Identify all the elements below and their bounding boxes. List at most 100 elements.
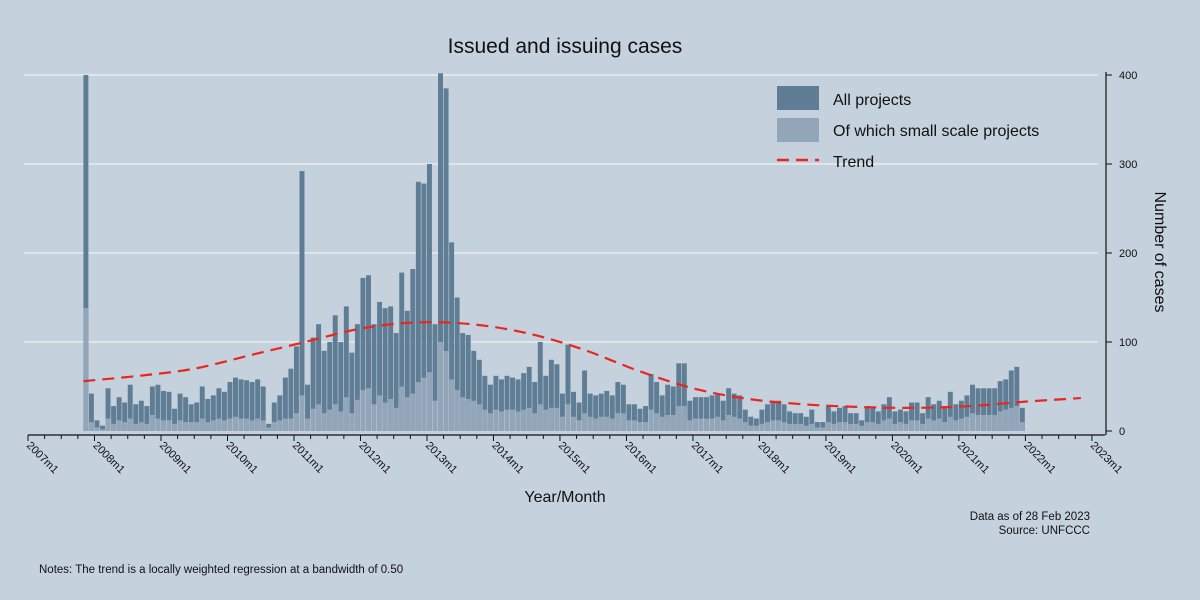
bar-small-scale [293,413,299,431]
bar-small-scale [903,423,909,431]
bar-small-scale [388,398,394,431]
bar-small-scale [970,413,975,431]
bar-all-projects [609,395,615,431]
bar-all-projects [576,402,582,431]
bar-small-scale [177,420,183,431]
bar-all-projects [820,422,826,431]
bar-all-projects [238,379,244,431]
x-tick-label: 2007m1 [24,440,61,477]
bar-small-scale [975,414,981,431]
legend-label-small-scale: Of which small scale projects [833,123,1039,140]
bar-all-projects [970,384,975,431]
bar-all-projects [460,333,466,431]
bar-all-projects [881,404,887,431]
x-tick-label: 2021m1 [955,440,992,477]
bar-all-projects [720,400,726,431]
bar-small-scale [809,423,815,431]
bar-small-scale [316,404,322,431]
bar-all-projects [776,400,782,431]
bar-small-scale [715,416,721,431]
bar-small-scale [377,395,383,431]
x-tick-label: 2017m1 [689,440,726,477]
bar-small-scale [864,422,870,431]
bar-small-scale [1014,406,1020,431]
bar-all-projects [753,418,759,431]
bar-small-scale [626,420,632,431]
bar-small-scale [194,422,200,431]
bar-small-scale [964,416,970,431]
source-text: Source: UNFCCC [998,525,1090,537]
bar-small-scale [698,418,704,431]
legend-label-all-projects: All projects [833,92,911,109]
bar-all-projects [886,397,892,431]
bar-all-projects [1003,379,1009,431]
legend-swatch-all-projects [777,86,819,110]
bar-small-scale [515,411,521,431]
bar-all-projects [587,393,593,431]
bar-all-projects [814,422,820,431]
bar-small-scale [914,420,920,431]
bar-all-projects [620,384,626,431]
bar-all-projects [393,333,399,431]
bar-small-scale [681,406,687,431]
bar-small-scale [504,409,510,431]
bar-all-projects [681,363,687,431]
bar-small-scale [814,427,820,431]
bar-small-scale [282,418,288,431]
bar-all-projects [100,425,105,431]
bar-small-scale [925,418,931,431]
bar-all-projects [122,402,128,431]
bar-small-scale [360,390,366,431]
bar-small-scale [127,418,133,431]
bar-small-scale [853,423,859,431]
bar-all-projects [166,391,172,431]
notes-text: Notes: The trend is a locally weighted r… [39,564,404,576]
bar-all-projects [692,397,698,431]
bar-small-scale [720,420,726,431]
chart-title: Issued and issuing cases [448,35,683,58]
bar-small-scale [737,418,743,431]
bar-small-scale [426,372,432,431]
bar-all-projects [997,381,1003,431]
bar-all-projects [914,402,920,431]
bar-all-projects [343,306,349,431]
bar-all-projects [737,395,743,431]
bar-all-projects [332,315,338,431]
bar-all-projects [670,386,676,431]
bar-all-projects [598,393,604,431]
bar-all-projects [449,242,455,431]
bar-small-scale [438,342,443,431]
bar-all-projects [515,379,521,431]
bar-small-scale [255,418,261,431]
bar-all-projects [704,397,709,431]
bar-all-projects [698,397,704,431]
bar-small-scale [920,423,926,431]
bar-small-scale [227,418,233,431]
bar-small-scale [870,422,876,431]
bar-small-scale [792,423,798,431]
bar-small-scale [105,418,111,431]
bar-all-projects [183,397,189,431]
bar-all-projects [593,395,599,431]
bar-small-scale [798,423,804,431]
bar-all-projects [953,404,959,431]
bar-small-scale [620,413,626,431]
bar-small-scale [305,418,311,431]
bar-all-projects [88,393,94,431]
bar-all-projects [371,324,377,431]
bar-all-projects [676,363,682,431]
bar-all-projects [111,406,117,431]
bar-small-scale [100,429,105,431]
bar-all-projects [798,413,804,431]
bar-all-projects [842,406,848,431]
bar-small-scale [958,418,964,431]
bar-all-projects [210,395,216,431]
bar-all-projects [582,370,588,431]
bar-all-projects [116,397,122,431]
bar-small-scale [205,422,211,431]
bar-small-scale [199,418,205,431]
bar-all-projects [155,384,161,431]
bar-all-projects [631,404,637,431]
x-tick-label: 2015m1 [556,440,593,477]
bar-all-projects [532,382,538,431]
